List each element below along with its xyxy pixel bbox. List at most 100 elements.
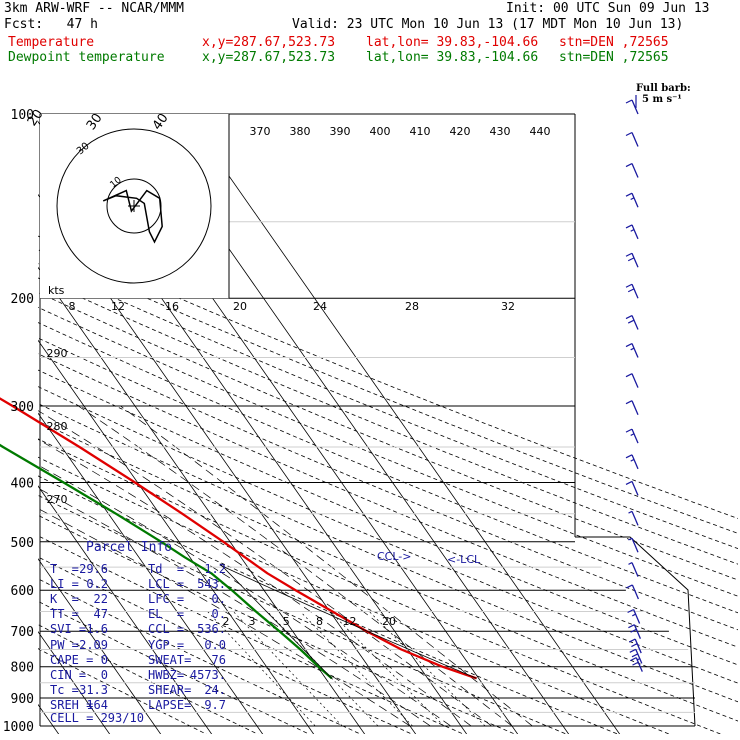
wind-barb-staff [631,224,639,240]
parcel-info-cell-r2c3: 0. [211,592,226,607]
dry-adiabat-370 [38,386,738,684]
parcel-info-cell-r4c2: CCL = [148,622,185,637]
pressure-label-200: 200 [11,292,34,307]
wind-barb-full [627,257,635,262]
theta-label-left-270: 270 [47,493,68,506]
wind-barb-staff [631,562,639,577]
wind-barb-full [625,162,633,168]
hodograph-axis-label-12: 12 [111,300,125,313]
isotherm--30 [38,485,213,734]
wind-barb-full [631,653,639,658]
wind-barbs [625,95,643,672]
wind-barb-380 [625,454,639,470]
legend-dewpoint-xy: x,y=287.67,523.73 [202,50,336,65]
dry-adiabat-310 [38,494,568,734]
hodograph-axis-label-32: 32 [501,300,515,313]
wind-barb-half [632,613,637,617]
wind-barb-815 [630,657,643,672]
dry-adiabat-250 [38,624,259,734]
parcel-info-cell-r0c3: 1.2 [204,562,226,576]
theta-label-left-290: 290 [47,347,68,360]
hodograph-trace [102,189,163,244]
mixing-ratio-line-20 [368,611,486,727]
hodograph-axis-label-16: 16 [165,300,179,313]
wind-barb-100 [625,99,639,115]
wind-barb-680 [627,608,641,624]
wind-barb-full [627,608,634,614]
wind-barb-720 [628,624,641,639]
theta-label-430: 430 [490,125,511,138]
mixing-ratio-label-12: 12 [343,615,357,628]
wind-barb-half [628,510,633,514]
ccl-annotation: CCL-> [377,550,411,563]
wind-barb-staff [631,283,639,299]
wind-barb-half [630,347,635,351]
legend-temperature-xy: x,y=287.67,523.73 [202,35,336,50]
wind-barb-127 [625,162,639,178]
isotherm--10 [38,339,315,734]
legend-dewpoint-latlon: lat,lon= 39.83,-104.66 [366,50,539,65]
parcel-info-cell-r7c2: HWBZ= [148,667,185,682]
parcel-info-cell-r1c2: LCL = [148,577,185,592]
parcel-info-cell-r8c1: 31.3 [79,682,108,697]
wind-barb-420 [625,480,639,496]
model-title: 3km ARW-WRF -- NCAR/MMM [4,1,185,16]
dry-adiabat-330 [38,456,671,734]
theta-label-390: 390 [330,125,351,138]
wind-barb-full [625,314,633,320]
dry-adiabat-260 [38,600,310,734]
lcl-annotation: <-LCL [447,553,481,566]
wind-barb-225 [625,314,639,330]
hodograph-axis-label-24: 24 [313,300,327,313]
wind-barb-staff [631,537,639,553]
wind-barb-staff [633,609,641,624]
parcel-dry-ascent [220,564,477,679]
pressure-label-400: 400 [11,476,34,491]
diagram-right-edge [575,536,696,727]
mixing-ratio-label-2: 2 [222,615,229,628]
theta-label-440: 440 [530,125,551,138]
wind-barb-full [628,638,636,643]
wind-barb-full [625,192,633,197]
wind-barb-half [630,433,635,436]
wind-barb-full [631,643,638,648]
dry-adiabat-400 [38,337,738,631]
wind-barb-520 [628,537,639,553]
wind-barb-staff [634,638,642,654]
wind-barb-staff [631,315,639,330]
axis-labels: 100200300400500600700800900100023581220-… [3,107,551,735]
theta-label-380: 380 [290,125,311,138]
theta-label-420: 420 [450,125,471,138]
legend-temperature-label: Temperature [8,35,95,50]
wind-barb-staff [631,99,639,115]
wind-barb-staff [631,343,639,358]
wind-barb-250 [625,343,639,358]
dry-adiabat-470 [38,235,738,519]
parcel-info-cell-r6c3: 76 [211,652,226,667]
parcel-info-cell-r9c1: 164 [86,697,108,712]
wind-barb-345 [625,428,639,444]
parcel-info-cell: CELL = 293/10 [50,711,144,725]
wind-barb-160 [625,224,639,240]
parcel-info-cell-r9c3: 9.7 [204,697,226,712]
wind-barb-full [627,319,635,324]
parcel-info-cell-r6c1: 0 [100,652,108,667]
wind-barb-staff [631,373,639,388]
wind-barb-full [625,99,633,104]
parcel-info-cell-r6c2: SWEAT= [148,652,192,667]
theta-label-410: 410 [410,125,431,138]
hodograph-axis-label-28: 28 [405,300,419,313]
wind-barb-full [625,428,633,433]
wind-barb-178 [625,252,639,268]
wind-barb-staff [631,511,639,526]
parcel-info-cell-r0c0: T = [50,562,79,576]
dry-adiabat-320 [38,475,619,734]
parcel-info-cell-r5c2: YGP = [148,637,185,652]
parcel-info-cell-r9c0: SREH = [50,697,94,712]
dry-adiabat-440 [38,277,738,565]
parcel-info-cell-r7c1: 0 [100,667,108,682]
pressure-label-700: 700 [11,625,34,640]
legend-dewpoint-stn: stn=DEN ,72565 [559,50,669,65]
parcel-info-cell-r5c3: 0.0 [204,637,226,652]
